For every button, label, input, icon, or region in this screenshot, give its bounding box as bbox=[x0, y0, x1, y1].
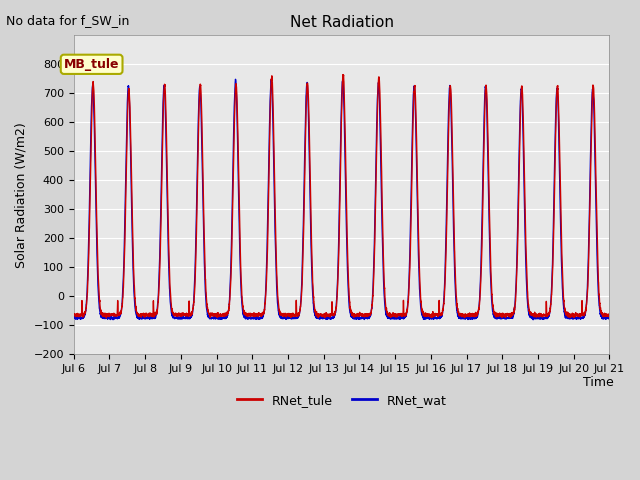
Legend: RNet_tule, RNet_wat: RNet_tule, RNet_wat bbox=[232, 389, 451, 412]
Text: MB_tule: MB_tule bbox=[64, 58, 120, 71]
X-axis label: Time: Time bbox=[583, 376, 614, 389]
Title: Net Radiation: Net Radiation bbox=[290, 15, 394, 30]
Text: No data for f_SW_in: No data for f_SW_in bbox=[6, 14, 130, 27]
Y-axis label: Solar Radiation (W/m2): Solar Radiation (W/m2) bbox=[15, 122, 28, 268]
